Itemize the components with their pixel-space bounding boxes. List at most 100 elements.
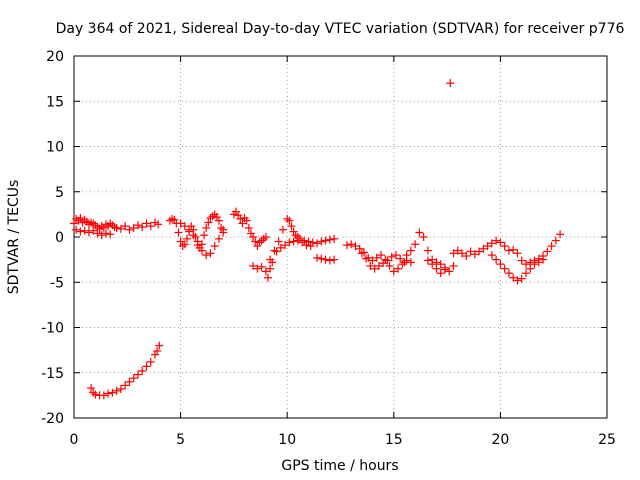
- data-point: [249, 233, 258, 241]
- x-tick-label: 20: [491, 432, 509, 448]
- data-point: [370, 264, 379, 273]
- data-point: [479, 244, 488, 253]
- data-point: [304, 237, 313, 246]
- data-point: [253, 242, 262, 251]
- x-axis-label: GPS time / hours: [281, 458, 398, 474]
- data-point: [180, 240, 189, 249]
- axis-ticks: [73, 55, 608, 419]
- data-point: [146, 357, 155, 366]
- x-tick-label: 15: [385, 432, 403, 448]
- data-point: [321, 236, 330, 245]
- data-point: [551, 236, 560, 245]
- data-point: [255, 238, 264, 247]
- data-point: [517, 256, 526, 265]
- data-point: [72, 214, 81, 223]
- data-point: [142, 219, 151, 228]
- data-point: [121, 381, 130, 390]
- x-tick-label: 0: [70, 432, 79, 448]
- data-point: [97, 231, 106, 240]
- data-point: [513, 249, 522, 258]
- data-point: [285, 238, 294, 247]
- y-axis-label: SDTVAR / TECUs: [6, 180, 22, 295]
- data-point: [142, 362, 151, 371]
- data-point: [264, 273, 273, 282]
- data-point: [76, 227, 85, 236]
- data-point: [396, 254, 405, 263]
- data-point: [104, 389, 113, 398]
- data-point: [317, 237, 326, 246]
- data-point: [106, 230, 115, 239]
- data-point: [483, 242, 492, 251]
- data-point: [146, 222, 155, 231]
- data-point: [278, 225, 287, 234]
- y-tick-label: 10: [46, 140, 64, 156]
- data-point: [487, 251, 496, 260]
- data-point: [133, 370, 142, 379]
- chart-title: Day 364 of 2021, Sidereal Day-to-day VTE…: [56, 21, 625, 37]
- data-point: [325, 235, 334, 244]
- data-point: [509, 245, 518, 254]
- data-point: [504, 269, 513, 278]
- data-point: [261, 267, 270, 276]
- data-point: [389, 267, 398, 276]
- data-point: [206, 249, 215, 258]
- data-point: [321, 255, 330, 264]
- data-point: [372, 253, 381, 262]
- data-point: [72, 225, 81, 234]
- data-point: [89, 226, 98, 235]
- data-point: [178, 242, 187, 251]
- data-point: [325, 256, 334, 265]
- data-point: [249, 261, 258, 270]
- data-point: [458, 249, 467, 258]
- data-point: [276, 243, 285, 252]
- data-point: [509, 273, 518, 282]
- data-point: [182, 234, 191, 243]
- data-point: [543, 247, 552, 256]
- data-point: [89, 219, 98, 228]
- data-point: [236, 214, 245, 223]
- data-point: [197, 246, 206, 255]
- data-point: [359, 248, 368, 257]
- data-point: [112, 386, 121, 395]
- data-point: [257, 262, 266, 271]
- data-point: [347, 240, 356, 249]
- data-point: [500, 264, 509, 273]
- data-point: [539, 252, 548, 261]
- data-point: [206, 213, 215, 222]
- data-point: [266, 255, 275, 264]
- data-point: [125, 225, 134, 234]
- data-point: [125, 377, 134, 386]
- data-point: [377, 251, 386, 260]
- data-point: [496, 238, 505, 247]
- data-point: [266, 264, 275, 273]
- y-tick-label: -15: [41, 366, 64, 382]
- data-point: [174, 228, 183, 237]
- data-point: [440, 265, 449, 274]
- data-point: [521, 269, 530, 278]
- data-point: [530, 256, 539, 265]
- data-point: [387, 252, 396, 261]
- data-point: [302, 241, 311, 250]
- x-tick-label: 25: [598, 432, 616, 448]
- data-point: [423, 246, 432, 255]
- y-tick-label: -5: [50, 275, 64, 291]
- data-point: [366, 261, 375, 270]
- data-point: [342, 241, 351, 250]
- data-point: [110, 223, 119, 232]
- x-tick-label: 5: [176, 432, 185, 448]
- data-point: [330, 234, 339, 243]
- y-tick-label: 5: [55, 185, 64, 201]
- data-point: [101, 229, 110, 238]
- data-point: [428, 260, 437, 269]
- data-point: [151, 350, 160, 359]
- data-point: [500, 242, 509, 251]
- data-point: [210, 242, 219, 251]
- data-point: [374, 261, 383, 270]
- data-point: [313, 239, 322, 248]
- data-point: [116, 385, 125, 394]
- data-point: [400, 258, 409, 267]
- data-point: [289, 237, 298, 246]
- y-tick-label: -20: [41, 411, 64, 427]
- data-point: [202, 251, 211, 260]
